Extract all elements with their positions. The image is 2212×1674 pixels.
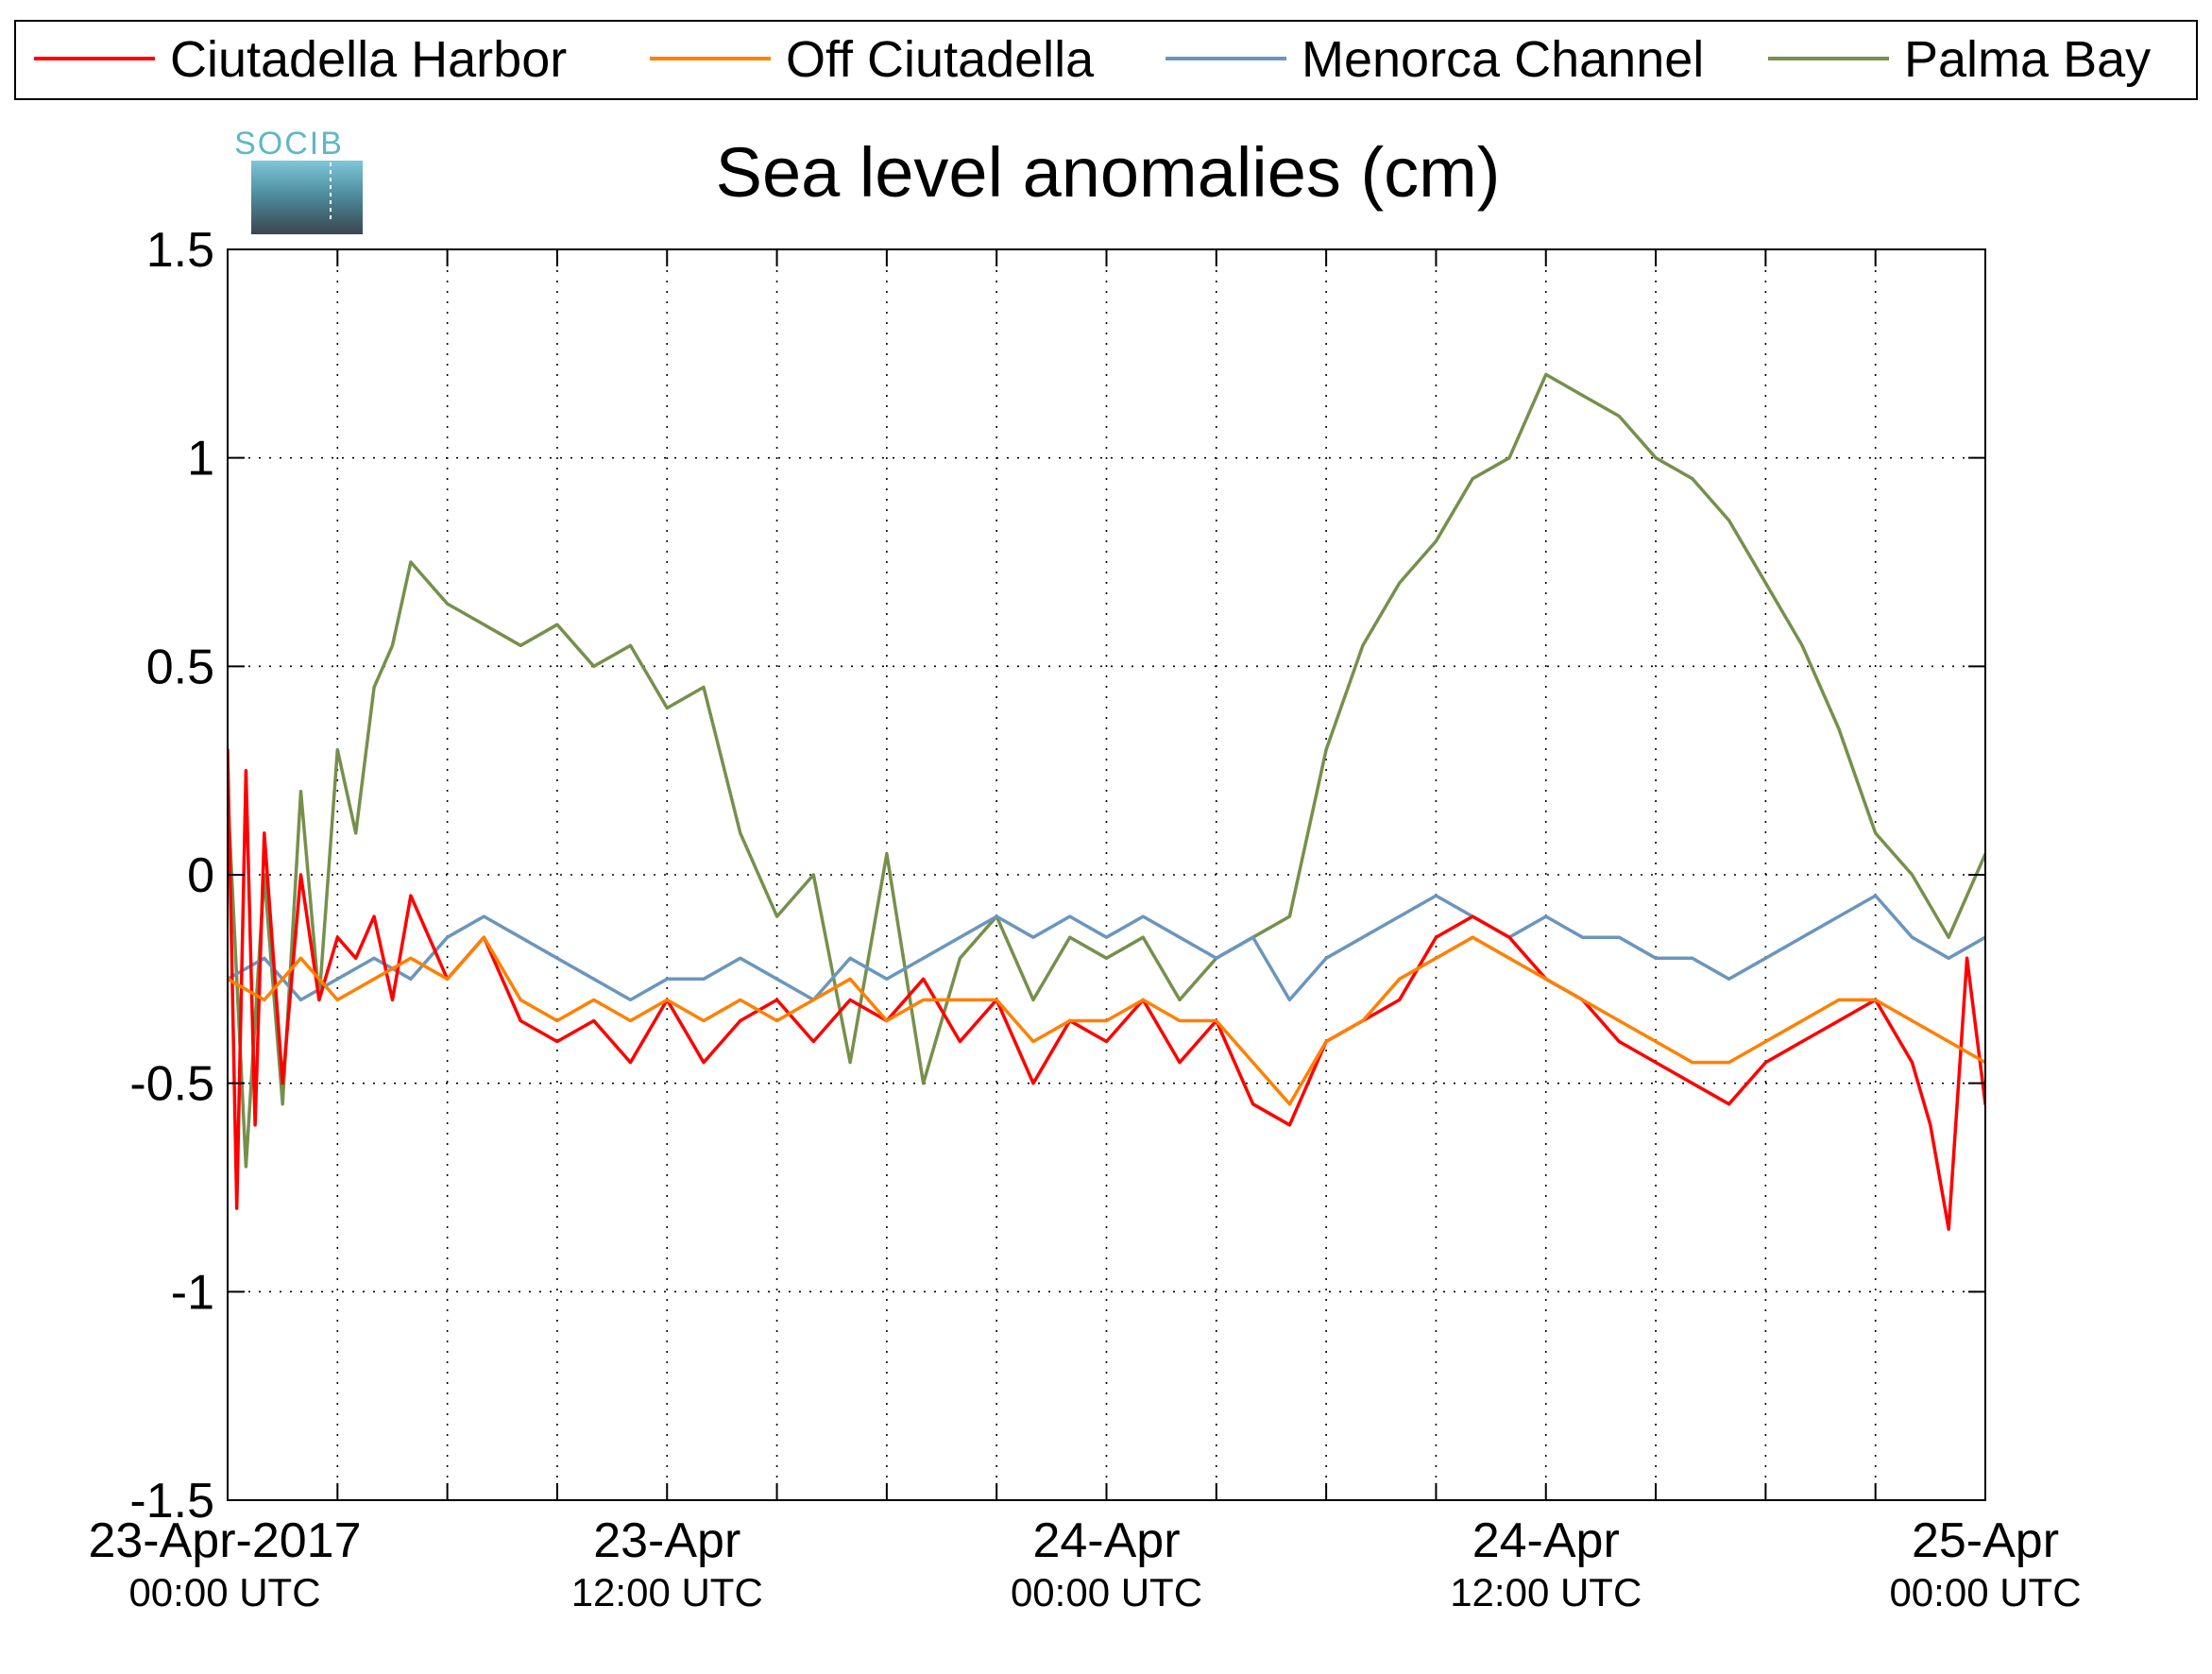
legend-label: Off Ciutadella <box>786 31 1095 88</box>
series-line-off-ciutadella <box>228 935 1985 1106</box>
series-line-palma-bay <box>228 372 1985 1169</box>
x-tick-label: 25-Apr <box>1912 1513 2059 1568</box>
x-tick-sublabel: 00:00 UTC <box>1011 1570 1202 1614</box>
y-tick-label: 1.5 <box>146 223 214 278</box>
y-tick-label: 0 <box>187 848 214 903</box>
legend-label: Ciutadella Harbor <box>170 31 567 88</box>
series-layer <box>228 372 1985 1231</box>
legend-label: Menorca Channel <box>1302 31 1704 88</box>
socib-logo-mark <box>251 161 363 234</box>
y-axis: 1.5 1 0.5 0 -0.5 -1 -1.5 <box>129 223 1985 1529</box>
socib-logo: SOCIB <box>234 126 363 234</box>
x-tick-sublabel: 12:00 UTC <box>1450 1570 1642 1614</box>
y-tick-label: -1 <box>171 1265 214 1320</box>
y-tick-label: -0.5 <box>129 1057 214 1112</box>
y-tick-label: 0.5 <box>146 640 214 694</box>
x-tick-sublabel: 12:00 UTC <box>571 1570 763 1614</box>
socib-logo-text: SOCIB <box>234 126 344 162</box>
x-tick-label: 23-Apr <box>593 1513 740 1568</box>
legend-label: Palma Bay <box>1904 31 2151 88</box>
x-tick-label: 24-Apr <box>1472 1513 1620 1568</box>
legend-items: Ciutadella Harbor Off Ciutadella Menorca C… <box>34 31 2151 88</box>
x-tick-label: 23-Apr-2017 <box>88 1513 361 1568</box>
x-tick-sublabel: 00:00 UTC <box>128 1570 320 1614</box>
legend: Ciutadella Harbor Off Ciutadella Menorca C… <box>14 20 2198 100</box>
chart-title: Sea level anomalies (cm) <box>716 133 1501 212</box>
grid <box>228 249 1985 1500</box>
series-line-ciutadella-harbor <box>228 747 1985 1231</box>
x-tick-label: 24-Apr <box>1032 1513 1180 1568</box>
y-tick-label: -1.5 <box>129 1474 214 1529</box>
series-line-menorca-channel <box>228 894 1985 1002</box>
x-tick-sublabel: 00:00 UTC <box>1889 1570 2081 1614</box>
y-tick-label: 1 <box>187 432 214 487</box>
